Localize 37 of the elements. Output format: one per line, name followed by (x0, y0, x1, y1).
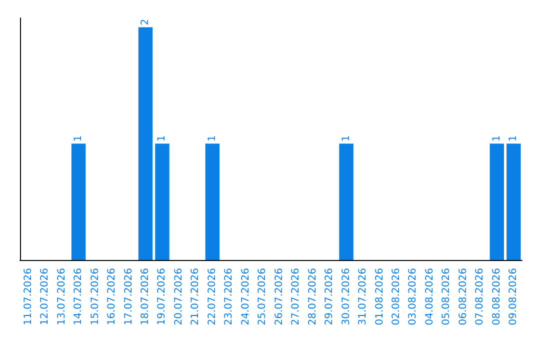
x-tick-label: 25.07.2026 (257, 268, 268, 326)
data-label: 1 (206, 135, 218, 142)
x-tick-label: 02.08.2026 (391, 268, 402, 326)
x-tick-label: 31.07.2026 (358, 268, 369, 326)
x-tick-label: 26.07.2026 (274, 268, 285, 326)
x-tick-label: 01.08.2026 (374, 268, 386, 326)
x-tick-label: 04.08.2026 (424, 268, 436, 326)
x-tick-label: 24.07.2026 (240, 268, 252, 326)
data-label: 1 (156, 135, 168, 142)
x-tick-label: 22.07.2026 (206, 268, 218, 326)
x-tick-label: 20.07.2026 (173, 268, 184, 326)
x-tick-label: 14.07.2026 (73, 268, 84, 326)
x-tick-label: 27.07.2026 (290, 268, 302, 326)
x-tick-label: 19.07.2026 (156, 268, 168, 326)
data-label: 2 (140, 18, 151, 26)
x-tick-label: 13.07.2026 (56, 268, 68, 326)
x-tick-label: 21.07.2026 (190, 268, 202, 326)
x-tick-label: 15.07.2026 (90, 268, 101, 326)
data-label: 1 (340, 135, 352, 142)
x-tick-label: 03.08.2026 (408, 268, 419, 326)
x-tick-label: 29.07.2026 (324, 268, 336, 326)
data-label: 1 (73, 135, 84, 142)
x-tick-label: 30.07.2026 (340, 268, 352, 326)
x-tick-label: 07.08.2026 (474, 268, 486, 326)
x-tick-label: 09.08.2026 (508, 268, 520, 326)
x-tick-label: 28.07.2026 (307, 268, 318, 326)
x-tick-label: 06.08.2026 (458, 268, 469, 326)
x-tick-label: 18.07.2026 (140, 268, 151, 326)
x-tick-label: 23.07.2026 (224, 268, 235, 326)
x-tick-label: 12.07.2026 (40, 268, 51, 326)
x-tick-label: 17.07.2026 (123, 268, 134, 326)
x-tick-label: 08.08.2026 (491, 268, 502, 326)
x-tick-label: 11.07.2026 (22, 268, 34, 326)
x-tick-label: 16.07.2026 (106, 268, 118, 326)
data-label: 1 (491, 135, 502, 142)
x-tick-label: 05.08.2026 (441, 268, 452, 326)
data-label: 1 (508, 135, 520, 142)
